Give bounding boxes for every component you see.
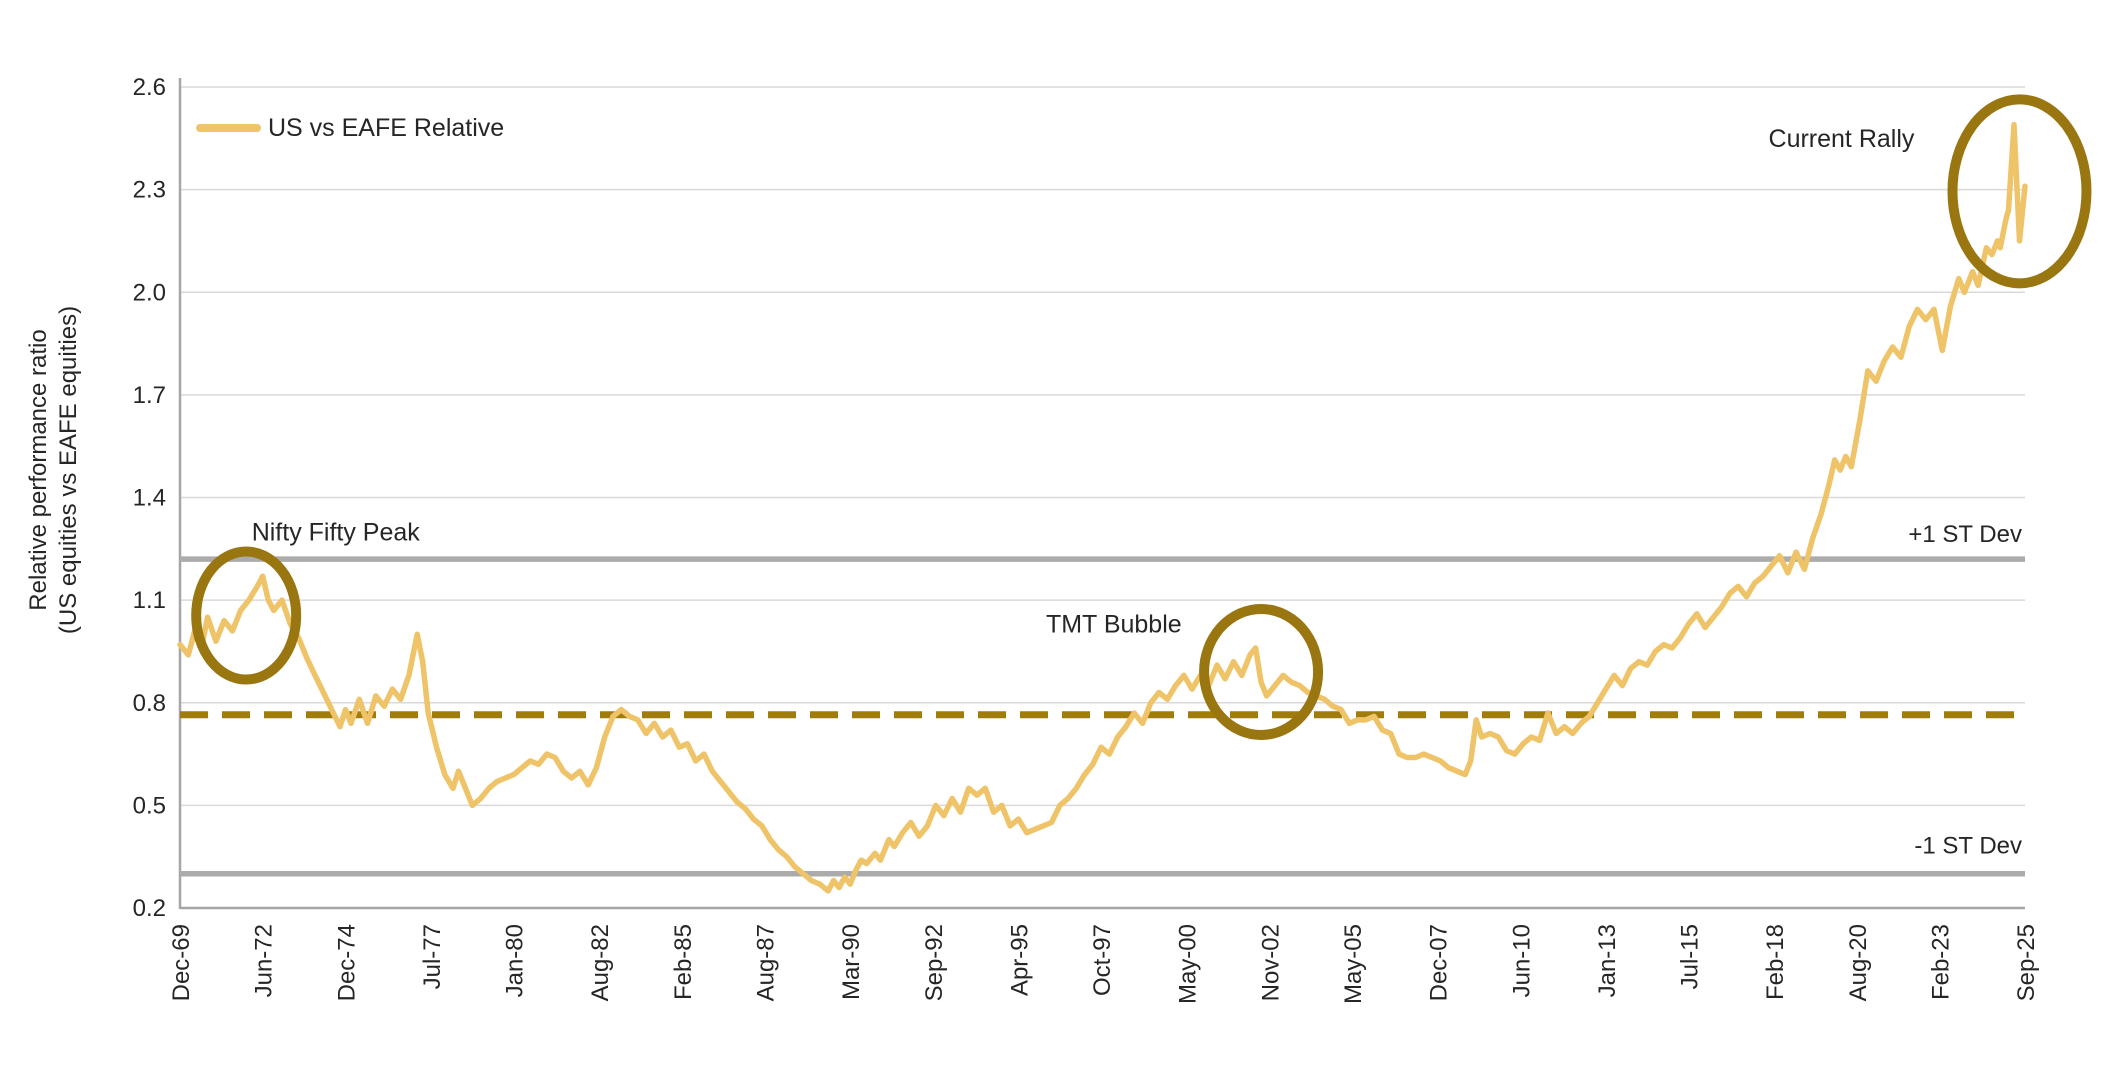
annotation-tmt-bubble: TMT Bubble [1046, 611, 1182, 639]
x-tick-label: Feb-85 [670, 924, 697, 1000]
y-tick-label: 2.0 [133, 279, 166, 306]
x-tick-label: Sep-92 [921, 924, 948, 1001]
y-tick-label: 0.5 [133, 792, 166, 819]
x-tick-label: Jun-72 [251, 924, 278, 997]
x-tick-label: Sep-25 [2013, 924, 2040, 1001]
x-tick-label: Feb-18 [1762, 924, 1789, 1000]
annotation-nifty-fifty-peak: Nifty Fifty Peak [252, 518, 421, 546]
plus-1-stdev-label: +1 ST Dev [1908, 521, 2022, 548]
x-tick-label: Mar-90 [838, 924, 865, 1000]
annotation-current-rally: Current Rally [1769, 125, 1915, 153]
x-tick-label: Dec-69 [168, 924, 195, 1001]
series-line-us-vs-eafe [177, 121, 2028, 894]
y-tick-label: 2.6 [133, 74, 166, 101]
x-tick-label: Aug-82 [587, 924, 614, 1001]
x-tick-label: Aug-20 [1845, 924, 1872, 1001]
x-tick-label: Oct-97 [1089, 924, 1116, 996]
x-tick-label: Nov-02 [1257, 924, 1284, 1001]
x-tick-label: Jul-77 [419, 924, 446, 989]
x-tick-label: Jul-15 [1677, 924, 1704, 989]
x-tick-label: Feb-23 [1928, 924, 1955, 1000]
tmt-bubble-circle [1199, 603, 1324, 740]
current-rally-circle [1947, 94, 2092, 289]
y-tick-label: 1.1 [133, 587, 166, 614]
x-tick-label: May-00 [1175, 924, 1202, 1004]
x-tick-label: Jun-10 [1508, 924, 1535, 997]
x-tick-label: Jan-80 [502, 924, 529, 997]
minus-1-stdev-label: -1 ST Dev [1914, 832, 2022, 859]
y-tick-label: 2.3 [133, 177, 166, 204]
y-tick-label: 0.8 [133, 690, 166, 717]
x-tick-label: May-05 [1340, 924, 1367, 1004]
x-tick-label: Jan-13 [1594, 924, 1621, 997]
y-axis-title-line2: (US equities vs EAFE equities) [55, 306, 82, 634]
y-tick-label: 0.2 [133, 895, 166, 922]
x-tick-label: Dec-74 [333, 924, 360, 1001]
y-tick-label: 1.4 [133, 485, 166, 512]
x-tick-label: Aug-87 [753, 924, 780, 1001]
y-tick-label: 1.7 [133, 382, 166, 409]
nifty-fifty-circle [191, 546, 302, 685]
x-tick-label: Dec-07 [1426, 924, 1453, 1001]
x-tick-label: Apr-95 [1006, 924, 1033, 996]
legend-label: US vs EAFE Relative [268, 114, 504, 142]
y-axis-title-line1: Relative performance ratio [25, 329, 52, 610]
